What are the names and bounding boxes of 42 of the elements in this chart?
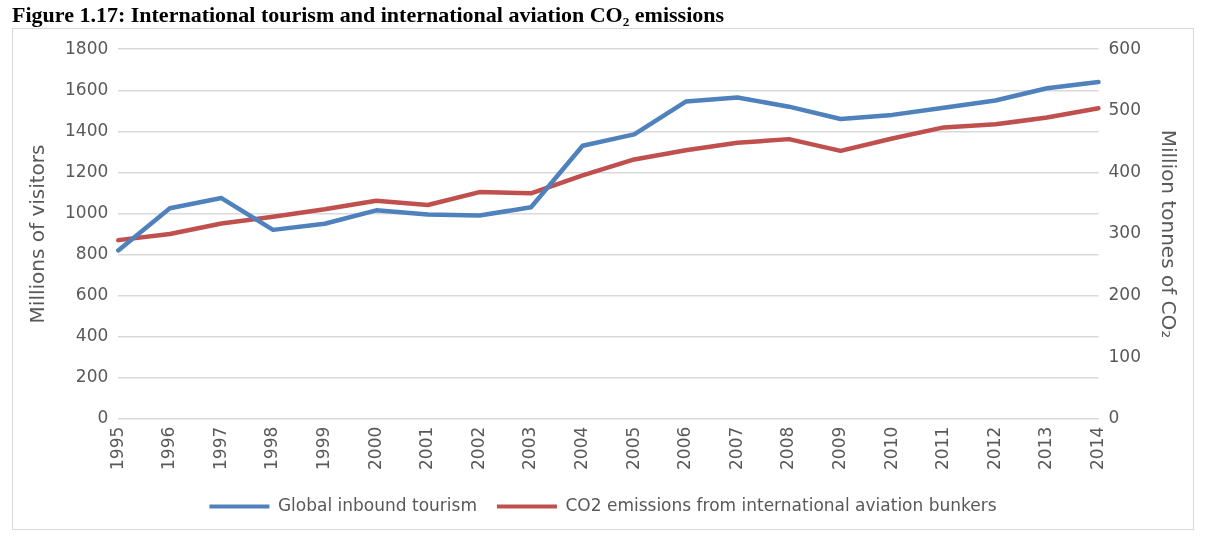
x-tick-label: 2003	[519, 426, 540, 470]
x-tick-label: 1997	[209, 426, 230, 470]
x-tick-label: 2009	[829, 426, 849, 470]
legend-label: Global inbound tourism	[277, 494, 477, 515]
y-tick-label: 1000	[65, 201, 109, 222]
y2-tick-label: 300	[1108, 222, 1142, 243]
x-tick-label: 2001	[416, 426, 437, 470]
y2-tick-label: 600	[1108, 37, 1142, 58]
y2-tick-label: 400	[1108, 160, 1142, 181]
x-tick-label: 2007	[725, 426, 746, 470]
x-tick-label: 1996	[158, 426, 179, 470]
y-tick-label: 1200	[65, 160, 109, 181]
x-tick-label: 2000	[364, 426, 385, 470]
x-tick-label: 1999	[313, 426, 334, 470]
x-tick-label: 2014	[1086, 426, 1107, 470]
x-tick-label: 1998	[261, 426, 282, 470]
x-tick-label: 2012	[983, 426, 1004, 470]
x-tick-label: 2011	[932, 426, 953, 470]
x-tick-label: 2013	[1035, 426, 1056, 470]
x-tick-label: 2006	[674, 426, 695, 470]
y-tick-label: 600	[75, 283, 109, 304]
y2-axis-title: Million tonnes of CO₂	[1156, 129, 1181, 339]
y-tick-label: 800	[75, 242, 109, 263]
y2-tick-label: 200	[1108, 283, 1142, 304]
x-tick-label: 2008	[777, 426, 798, 470]
y2-tick-label: 100	[1108, 345, 1142, 366]
y-tick-label: 1400	[65, 119, 109, 140]
y-tick-label: 400	[75, 325, 109, 346]
y-tick-label: 1600	[65, 78, 109, 99]
y-tick-label: 200	[75, 366, 109, 387]
x-tick-label: 2010	[880, 426, 901, 470]
x-tick-label: 2004	[571, 426, 592, 470]
legend-label: CO2 emissions from international aviation bunkers	[565, 494, 997, 515]
chart-title: Figure 1.17: International tourism and international aviation CO₂ emissions	[12, 2, 726, 28]
y-axis-title: Millions of visitors	[25, 144, 50, 324]
y2-tick-label: 500	[1108, 99, 1142, 120]
y-tick-label: 0	[97, 407, 109, 428]
y2-tick-label: 0	[1108, 407, 1120, 428]
y-tick-label: 1800	[65, 37, 109, 58]
x-tick-label: 2002	[467, 426, 488, 470]
x-tick-label: 1995	[106, 426, 127, 470]
x-tick-label: 2005	[622, 426, 643, 470]
